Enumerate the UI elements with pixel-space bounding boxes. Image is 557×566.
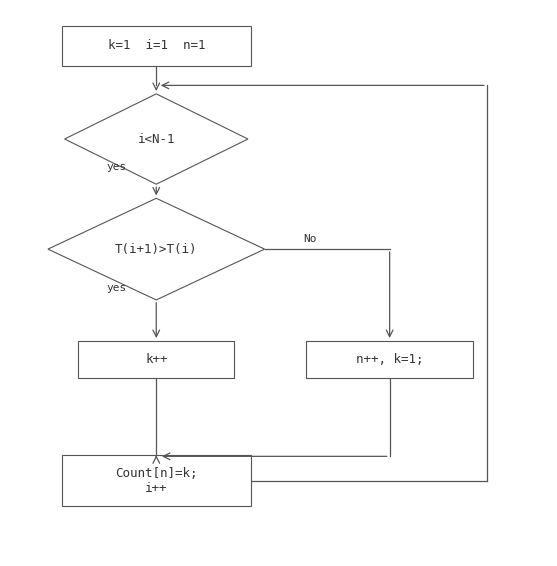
Text: k++: k++ — [145, 353, 168, 366]
FancyBboxPatch shape — [306, 341, 473, 378]
Text: Count[n]=k;
i++: Count[n]=k; i++ — [115, 466, 198, 495]
Text: yes: yes — [106, 162, 126, 172]
Text: No: No — [304, 234, 317, 244]
Polygon shape — [48, 198, 265, 300]
Text: yes: yes — [106, 284, 126, 293]
FancyBboxPatch shape — [62, 455, 251, 506]
Text: T(i+1)>T(i): T(i+1)>T(i) — [115, 243, 198, 256]
FancyBboxPatch shape — [79, 341, 234, 378]
Text: n++, k=1;: n++, k=1; — [356, 353, 423, 366]
Polygon shape — [65, 94, 248, 184]
Text: k=1  i=1  n=1: k=1 i=1 n=1 — [108, 40, 205, 53]
FancyBboxPatch shape — [62, 26, 251, 66]
Text: i<N-1: i<N-1 — [138, 132, 175, 145]
